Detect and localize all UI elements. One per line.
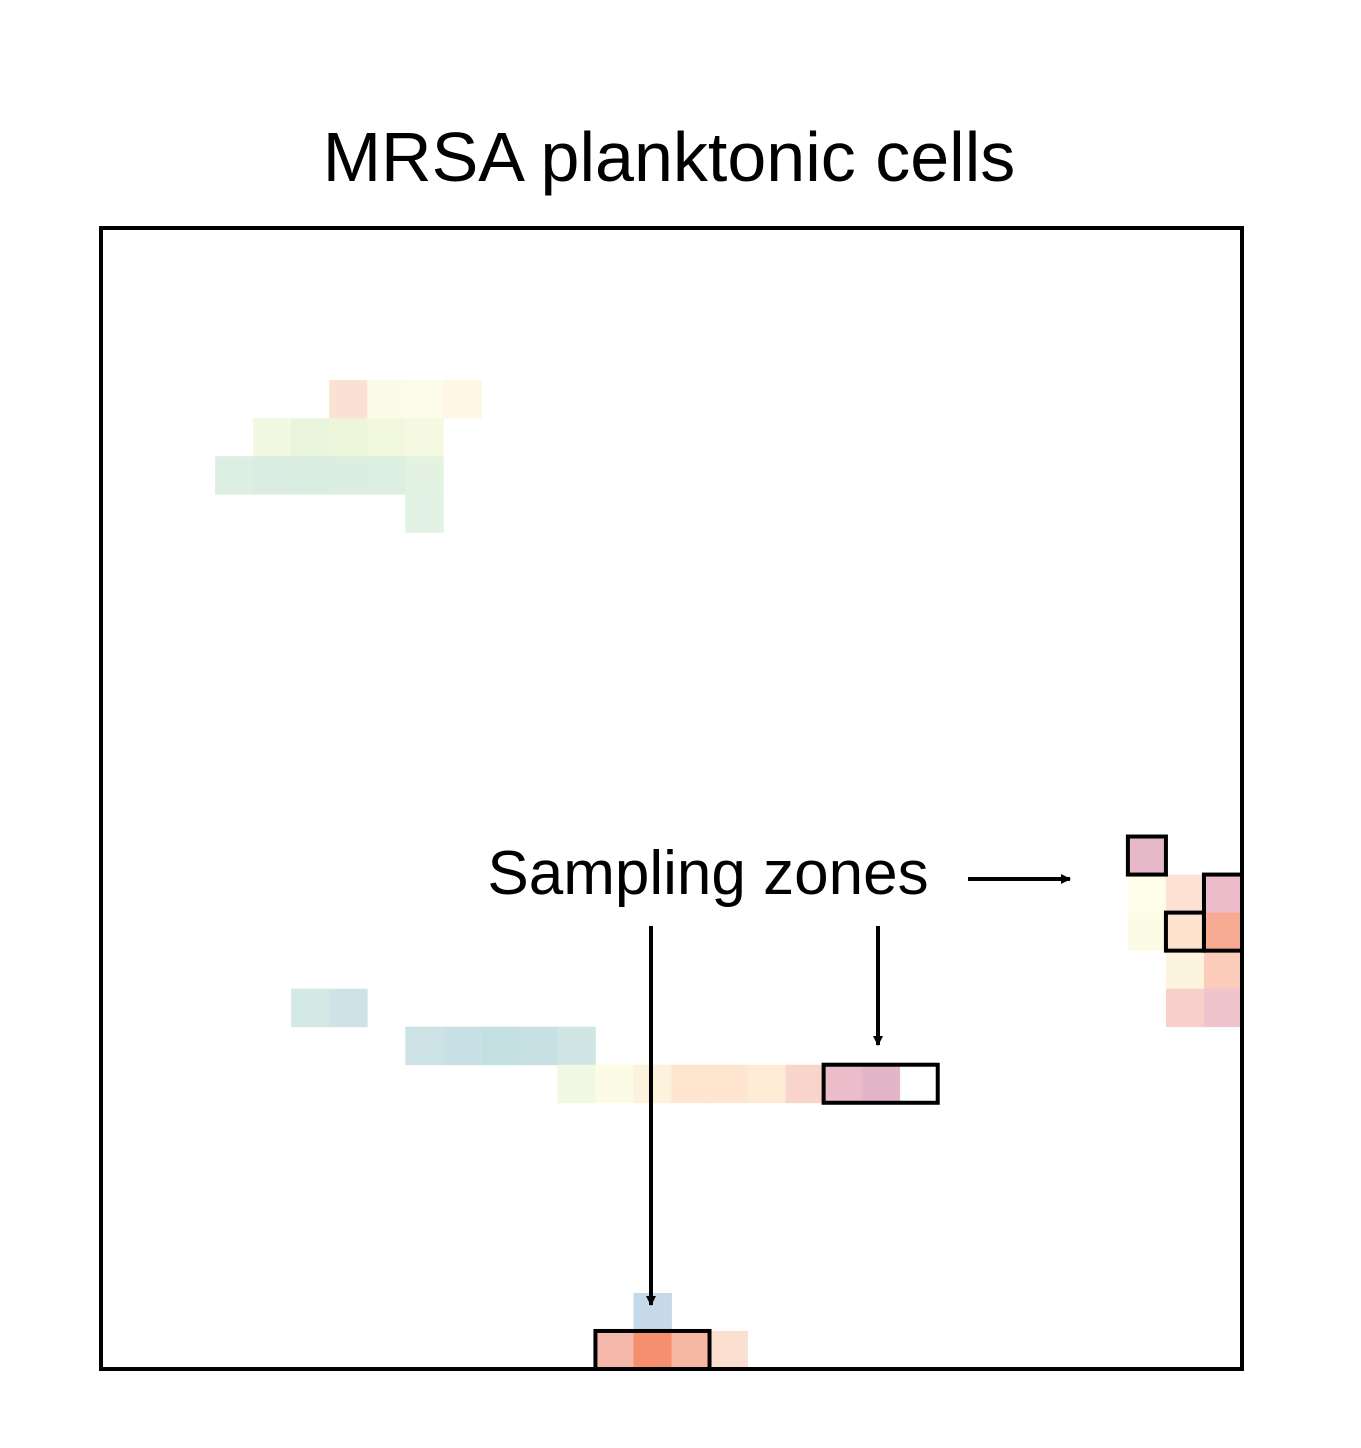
sampling-zone-box [1163,910,1206,953]
heatmap-cell [215,456,254,495]
heatmap-cell [519,1026,558,1066]
heatmap-cell [1165,874,1205,913]
heatmap-cell [481,1026,520,1066]
heatmap-cell [1127,874,1167,913]
heatmap-cell [709,1064,748,1104]
plot-frame [99,226,1244,1371]
heatmap-cell [709,1330,748,1370]
heatmap-cell [367,380,406,419]
heatmap-cell [291,418,330,457]
heatmap-cell [1127,836,1167,875]
heatmap-cell [367,456,406,495]
heatmap-cell [557,1026,596,1066]
heatmap-cell [329,456,368,495]
heatmap-cell [1165,988,1205,1028]
sampling-zone-box [1125,834,1168,877]
heatmap-cell [329,988,368,1028]
heatmap-cell [405,494,444,533]
heatmap-cell [1203,950,1243,990]
heatmap-cell [1165,912,1205,952]
heatmap-cell [405,418,444,457]
heatmap-cell [671,1330,710,1370]
heatmap-cell [443,1026,482,1066]
heatmap-cell [253,418,292,457]
heatmap-cell [291,456,330,495]
heatmap-cell [747,1064,786,1104]
heatmap-cell [291,988,330,1028]
heatmap-cell [1203,988,1243,1028]
annotation-label: Sampling zones [487,839,928,908]
heatmap-cell [823,1064,863,1104]
heatmap-cell [1203,874,1243,913]
heatmap-cell [557,1064,596,1104]
heatmap-cell [1203,912,1243,952]
chart-title: MRSA planktonic cells [322,118,1016,196]
sampling-zone-boxes [593,834,1244,1371]
heatmap-cell [253,456,292,495]
heatmap-cell [633,1330,672,1370]
heatmap-cell [405,380,444,419]
sampling-zone-box [821,1062,940,1105]
heatmap-cell [1127,912,1167,952]
heatmap-cell [671,1064,710,1104]
heatmap-cell [1165,950,1205,990]
heatmap-cell [405,456,444,495]
heatmap-cell [443,380,482,419]
heatmap-cell [785,1064,825,1104]
heatmap-cell [595,1330,634,1370]
heatmap-cell [367,418,406,457]
heatmap-cell [329,380,368,419]
heatmap-cell [861,1064,901,1104]
heatmap-cell [405,1026,444,1066]
heatmap-cells [215,380,1243,1370]
heatmap-cell [595,1064,634,1104]
heatmap-cell [329,418,368,457]
